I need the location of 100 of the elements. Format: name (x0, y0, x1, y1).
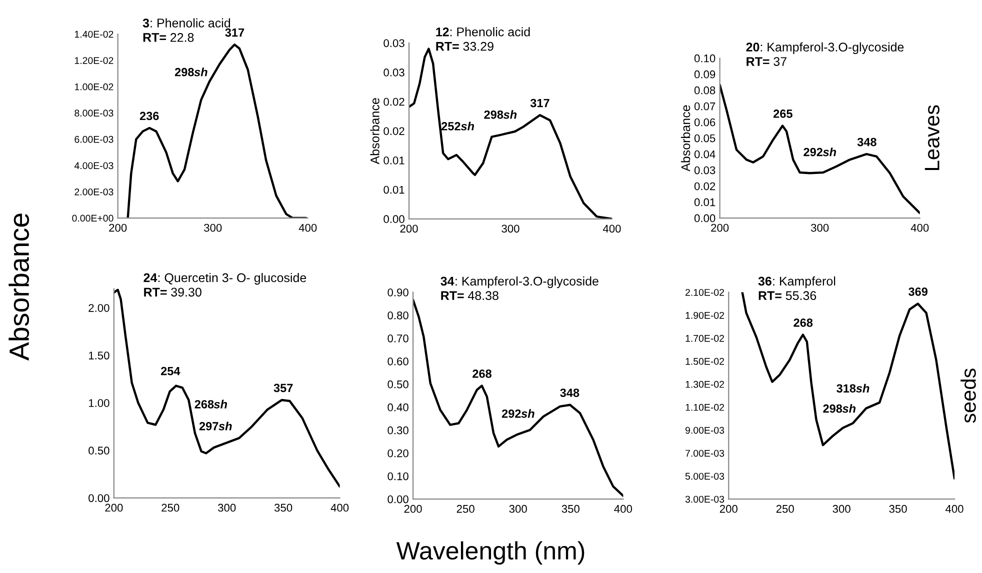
y-tick-label: 0.05 (694, 134, 716, 142)
chart-title: 24: Quercetin 3- O- glucoside (144, 272, 306, 285)
y-tick-label: 0.00E+00 (72, 214, 114, 222)
annotation: 357 (274, 384, 293, 392)
line-series (720, 84, 920, 214)
annotation: 317 (225, 28, 244, 37)
y-tick-label: 1.50 (88, 352, 110, 360)
chart-title: 34: Kampferol-3.O-glycoside (440, 276, 598, 288)
y-tick-label: 0.02 (694, 182, 716, 190)
x-tick-label: 200 (720, 504, 738, 513)
x-tick-label: 400 (910, 224, 929, 232)
chart-title: 20: Kampferol-3.O-glycoside (746, 42, 904, 54)
annotation: 252sh (442, 122, 474, 130)
annotation: 298sh (823, 404, 856, 413)
annotation: 317 (530, 98, 550, 108)
y-tick-label: 0.03 (694, 166, 716, 174)
y-tick-label: 0.01 (384, 186, 404, 194)
line-series (413, 298, 624, 497)
x-tick-label: 350 (562, 504, 580, 513)
y-tick-label: 1.70E-02 (686, 334, 724, 342)
y-tick-label: 7.00E-03 (686, 450, 724, 457)
x-tick-label: 400 (602, 224, 621, 233)
chart-subtitle: RT= 55.36 (758, 291, 816, 300)
y-tick-label: 0.01 (384, 156, 404, 164)
x-tick-label: 300 (204, 224, 222, 232)
chart-subtitle: RT= 33.29 (436, 42, 494, 51)
y-tick-label: 0.06 (694, 118, 716, 126)
annotation: 298sh (174, 68, 208, 76)
chart-subtitle: RT= 22.8 (143, 33, 194, 42)
x-tick-label: 200 (711, 224, 729, 232)
text: Wavelength (nm) (396, 541, 584, 565)
x-tick-label: 300 (218, 504, 236, 512)
y-tick-label: 0.00 (88, 494, 110, 502)
y-tick-label: 1.30E-02 (686, 380, 724, 388)
y-tick-label: 0.70 (388, 334, 408, 342)
y-tick-label: 4.00E-03 (74, 162, 114, 170)
chart-title: 12: Phenolic acid (436, 27, 530, 36)
y-tick-label: 0.04 (694, 150, 716, 158)
y-tick-label: 0.10 (388, 472, 408, 480)
y-tick-label: 1.40E-02 (74, 30, 114, 38)
y-tick-label: 8.00E-03 (74, 110, 114, 117)
x-tick-label: 300 (502, 224, 520, 233)
y-tick-label: 2.10E-02 (686, 288, 724, 296)
y-tick-label: 0.20 (388, 449, 408, 458)
y-axis-title: Absorbance (680, 105, 690, 172)
y-tick-label: 1.50E-02 (686, 358, 724, 365)
y-tick-label: 0.40 (388, 403, 408, 412)
x-tick-label: 200 (404, 504, 422, 513)
annotation: 369 (908, 287, 928, 296)
x-tick-label: 250 (456, 504, 474, 513)
annotation: 268 (472, 370, 492, 378)
chart-subtitle: RT= 37 (746, 57, 786, 66)
x-tick-label: 250 (162, 504, 180, 512)
y-tick-label: 0.60 (388, 357, 408, 366)
x-tick-label: 350 (274, 504, 292, 512)
annotation: 265 (773, 110, 792, 118)
x-tick-label: 300 (810, 224, 829, 232)
y-tick-label: 0.07 (694, 102, 716, 110)
annotation: 254 (160, 366, 180, 376)
y-tick-label: 0.50 (388, 380, 408, 388)
x-tick-label: 200 (109, 224, 127, 232)
annotation: 348 (857, 138, 876, 146)
y-tick-label: 2.00E-03 (74, 188, 114, 196)
y-tick-label: 1.90E-02 (686, 312, 724, 319)
x-tick-label: 400 (614, 504, 632, 513)
chart-title: 3: Phenolic acid (142, 18, 230, 28)
x-tick-label: 200 (400, 224, 418, 233)
y-tick-label: 1.00E-02 (74, 83, 114, 90)
annotation: 298sh (484, 110, 517, 119)
y-tick-label: 1.10E-02 (686, 404, 724, 411)
y-tick-label: 0.00 (384, 215, 404, 224)
y-tick-label: 9.00E-03 (685, 426, 724, 434)
text: Leaves (924, 105, 940, 170)
text: Absorbance (8, 214, 30, 361)
annotation: 318sh (836, 384, 870, 393)
y-tick-label: 0.02 (384, 98, 404, 106)
line-series (126, 43, 308, 218)
y-tick-label: 0.08 (694, 86, 716, 94)
y-tick-label: 0.00 (694, 214, 716, 222)
y-tick-label: 0.80 (388, 311, 408, 320)
y-tick-label: 0.90 (388, 288, 408, 296)
x-tick-label: 400 (330, 504, 349, 512)
x-tick-label: 300 (832, 504, 850, 513)
chart-subtitle: RT= 48.38 (441, 291, 498, 300)
y-tick-label: 0.30 (388, 426, 408, 434)
chart-title: 36: Kampferol (758, 276, 836, 288)
y-tick-label: 1.20E-02 (74, 57, 114, 64)
line-series (114, 288, 340, 488)
y-tick-label: 2.00 (88, 304, 110, 312)
x-tick-label: 400 (298, 224, 317, 232)
annotation: 297sh (199, 422, 232, 430)
annotation: 236 (140, 112, 159, 120)
y-tick-label: 0.03 (384, 68, 404, 76)
annotation: 268 (794, 318, 813, 327)
x-tick-label: 350 (889, 504, 907, 513)
y-tick-label: 0.02 (384, 127, 404, 136)
annotation: 268sh (194, 400, 228, 408)
y-axis-title: Absorbance (370, 98, 380, 164)
y-tick-label: 3.00E-03 (685, 496, 724, 503)
x-tick-label: 250 (776, 504, 794, 513)
